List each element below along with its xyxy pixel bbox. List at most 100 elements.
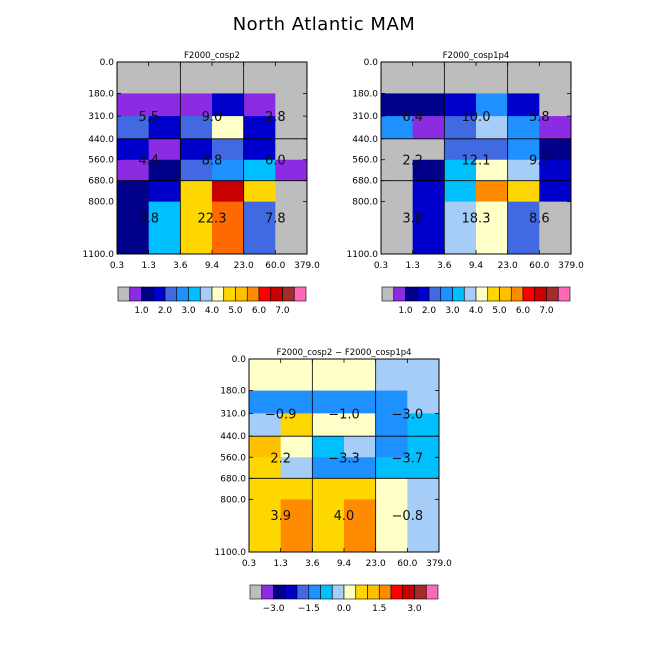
colorbar-swatch [296, 584, 310, 600]
colorbar-swatch [129, 286, 142, 302]
group-sum-label: 4.0 [334, 509, 355, 524]
heatmap-cell [212, 138, 245, 161]
heatmap-cell [539, 159, 572, 182]
heatmap-cell [381, 180, 414, 203]
y-tick-label: 310.0 [220, 409, 246, 419]
group-sum-label: −0.9 [265, 407, 297, 422]
heatmap-cell [280, 413, 313, 437]
heatmap-cell [243, 62, 276, 94]
colorbar-swatch [284, 584, 298, 600]
heatmap-cell [476, 62, 509, 94]
group-sum-label: 9.7 [529, 154, 550, 169]
x-tick-label: 60.0 [265, 261, 285, 271]
heatmap-cell [507, 138, 540, 161]
heatmap-cell [539, 93, 572, 117]
heatmap-cell [412, 116, 445, 140]
colorbar-swatch [522, 286, 536, 302]
heatmap-cell [212, 201, 245, 255]
group-sum-label: 5.5 [138, 110, 159, 125]
colorbar-swatch [331, 584, 345, 600]
heatmap-cell [180, 159, 213, 182]
heatmap-cell [249, 359, 282, 391]
y-tick-label: 1100.0 [83, 250, 115, 260]
x-tick-label: 0.3 [374, 261, 388, 271]
x-tick-label: 23.0 [234, 261, 254, 271]
figure-title: North Atlantic MAM [232, 14, 416, 35]
heatmap-cell [280, 390, 313, 414]
colorbar-label: 4.0 [469, 306, 484, 316]
heatmap-cell [243, 138, 276, 161]
colorbar-label: −3.0 [263, 604, 285, 614]
heatmap-cell [249, 413, 282, 437]
heatmap-cell [312, 478, 345, 500]
heatmap-cell [476, 180, 509, 203]
heatmap-cell [180, 93, 213, 117]
colorbar-swatch [425, 584, 439, 600]
colorbar-swatch [235, 286, 248, 302]
heatmap-cell [148, 201, 181, 255]
y-tick-label: 800.0 [352, 198, 378, 208]
x-tick-label: 3.6 [305, 559, 320, 569]
heatmap-cell [507, 62, 540, 94]
heatmap-cell [412, 159, 445, 182]
heatmap-cell [180, 62, 213, 94]
heatmap-cell [117, 116, 150, 140]
colorbar-swatch [452, 286, 465, 302]
heatmap-cell [243, 159, 276, 182]
heatmap-cell [212, 93, 245, 117]
colorbar-swatch [393, 286, 406, 302]
heatmap-cell [476, 201, 509, 255]
heatmap-cell [249, 478, 282, 500]
heatmap-cell [117, 201, 150, 255]
group-sum-label: 22.3 [198, 211, 227, 226]
y-tick-label: 1100.0 [347, 250, 379, 260]
colorbar-swatch [246, 286, 260, 302]
colorbar-swatch [258, 286, 272, 302]
heatmap-cell [180, 201, 213, 255]
colorbar-label: 7.0 [275, 306, 290, 316]
group-sum-label: 12.1 [462, 154, 491, 169]
colorbar-swatch [223, 286, 236, 302]
heatmap-cell [444, 159, 477, 182]
x-tick-label: 1.3 [142, 261, 156, 271]
heatmap-cell [280, 457, 313, 479]
colorbar-swatch [188, 286, 201, 302]
heatmap-cell [507, 201, 540, 255]
group-sum-label: 3.9 [270, 509, 291, 524]
group-sum-label: 7.8 [265, 211, 286, 226]
colorbar-swatch [463, 286, 477, 302]
heatmap-cell [243, 93, 276, 117]
x-tick-label: 9.4 [205, 261, 220, 271]
colorbar-swatch [320, 584, 333, 600]
heatmap-cell [476, 138, 509, 161]
heatmap-cell [212, 116, 245, 140]
heatmap-cell [243, 180, 276, 203]
y-tick-label: 800.0 [220, 495, 246, 505]
colorbar-swatch [199, 286, 213, 302]
x-tick-label: 379.0 [426, 559, 452, 569]
heatmap-cell [280, 478, 313, 500]
group-sum-label: 6.0 [265, 154, 286, 169]
y-tick-label: 310.0 [88, 112, 114, 122]
heatmap-cell [507, 159, 540, 182]
heatmap-cell [212, 62, 245, 94]
heatmap-cell [412, 93, 445, 117]
colorbar-swatch [117, 286, 131, 302]
group-sum-label: −3.3 [328, 451, 360, 466]
y-tick-label: 440.0 [352, 135, 378, 145]
heatmap-cell [407, 359, 440, 391]
heatmap-cell [476, 93, 509, 117]
colorbar-label: 1.5 [372, 604, 386, 614]
panel-1: F2000_cosp2 0.0 180.0 310.0 440.0 560.0 680.0 8… [83, 51, 321, 316]
colorbar-swatch [534, 286, 547, 302]
colorbar-label: 7.0 [539, 306, 554, 316]
heatmap-cell [280, 359, 313, 391]
colorbar-label: 2.0 [158, 306, 173, 316]
x-tick-label: 0.3 [110, 261, 124, 271]
colorbar-label: 4.0 [205, 306, 220, 316]
group-sum-label: −1.0 [328, 407, 360, 422]
panel-title: F2000_cosp1p4 [443, 51, 510, 61]
group-sum-label: 10.0 [462, 110, 491, 125]
heatmap-cell [275, 93, 308, 117]
